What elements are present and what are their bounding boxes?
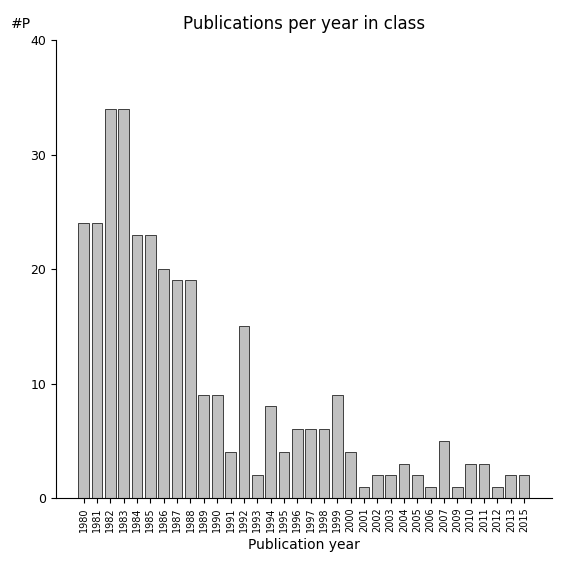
Bar (145, 235, 156, 498)
Bar (225, 452, 236, 498)
Bar (212, 395, 222, 498)
Bar (158, 269, 169, 498)
Bar (198, 395, 209, 498)
Bar (185, 281, 196, 498)
Bar (425, 486, 436, 498)
Bar (452, 486, 463, 498)
Bar (252, 475, 263, 498)
Bar (358, 486, 369, 498)
Bar (399, 464, 409, 498)
Bar (92, 223, 103, 498)
Bar (372, 475, 383, 498)
Title: Publications per year in class: Publications per year in class (183, 15, 425, 33)
Bar (292, 429, 303, 498)
X-axis label: Publication year: Publication year (248, 538, 360, 552)
Bar (239, 326, 249, 498)
Bar (319, 429, 329, 498)
Bar (265, 407, 276, 498)
Bar (386, 475, 396, 498)
Bar (119, 109, 129, 498)
Bar (466, 464, 476, 498)
Bar (345, 452, 356, 498)
Bar (172, 281, 183, 498)
Bar (412, 475, 422, 498)
Bar (479, 464, 489, 498)
Bar (505, 475, 516, 498)
Bar (305, 429, 316, 498)
Bar (439, 441, 450, 498)
Bar (492, 486, 503, 498)
Bar (105, 109, 116, 498)
Bar (519, 475, 530, 498)
Bar (132, 235, 142, 498)
Bar (332, 395, 342, 498)
Bar (78, 223, 89, 498)
Y-axis label: #P: #P (11, 17, 31, 31)
Bar (278, 452, 289, 498)
